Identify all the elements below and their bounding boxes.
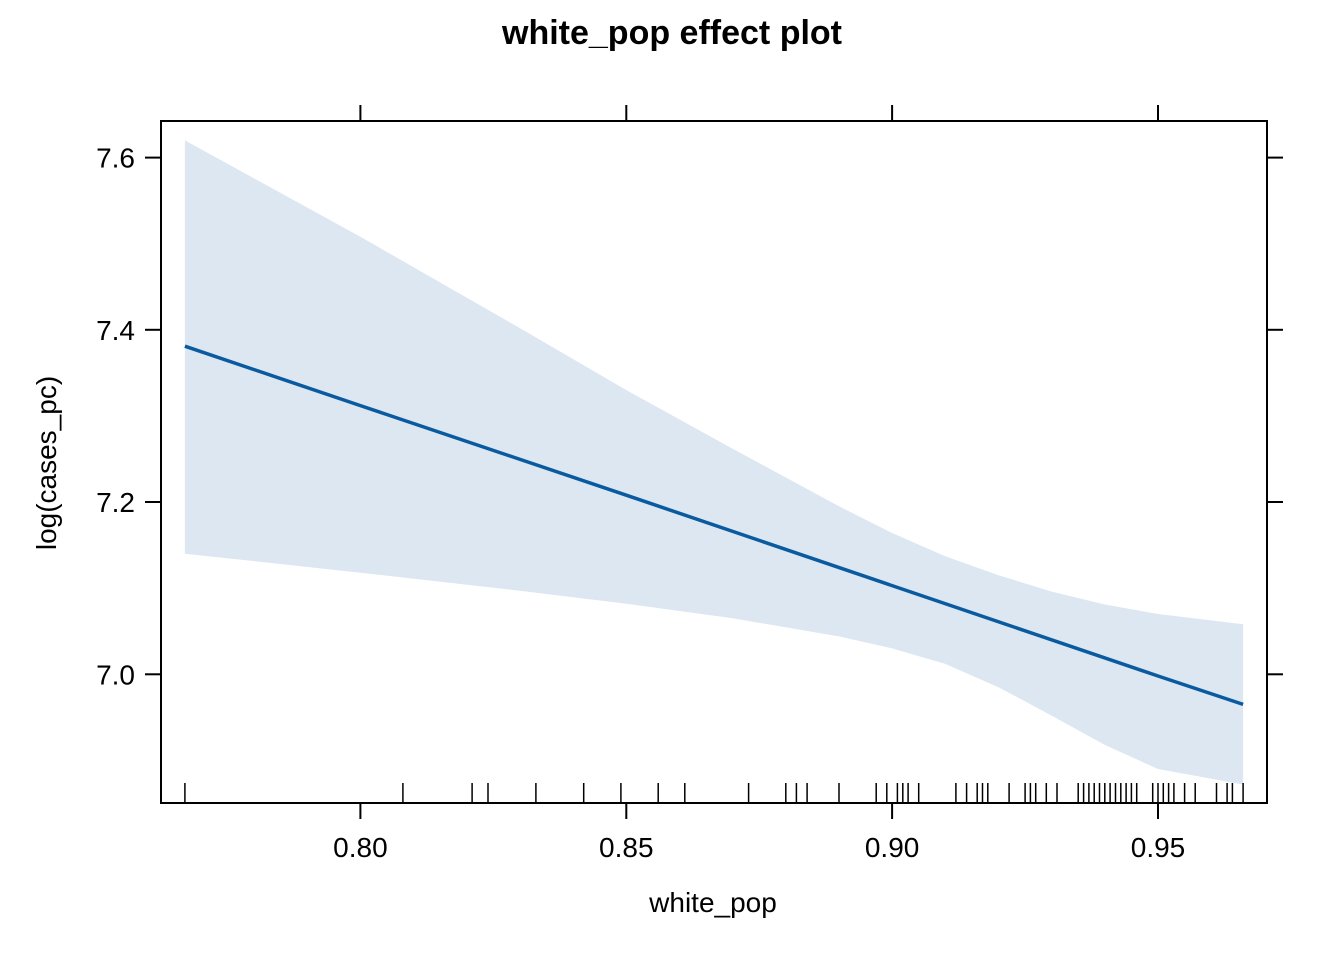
fit-line: [184, 344, 1244, 707]
chart-title: white_pop effect plot: [501, 14, 842, 52]
confidence-band: [184, 140, 1244, 785]
x-axis-label: white_pop: [648, 887, 777, 918]
fit-line-layer: [184, 344, 1244, 707]
y-ticks: 7.0 7.2 7.4 7.6: [96, 143, 1283, 690]
x-tick-label: 0.80: [333, 832, 388, 863]
y-axis-label: log(cases_pc): [31, 376, 62, 550]
x-ticks: 0.80 0.85 0.90 0.95: [333, 105, 1185, 863]
confidence-band-layer: [184, 140, 1244, 785]
x-tick-label: 0.90: [865, 832, 920, 863]
y-tick-label: 7.6: [96, 143, 135, 174]
plot-frame: [160, 120, 1268, 804]
y-tick-label: 7.4: [96, 315, 135, 346]
x-tick-label: 0.85: [599, 832, 654, 863]
x-tick-label: 0.95: [1131, 832, 1186, 863]
y-tick-label: 7.2: [96, 487, 135, 518]
y-tick-label: 7.0: [96, 659, 135, 690]
rug-layer: [184, 783, 1244, 803]
